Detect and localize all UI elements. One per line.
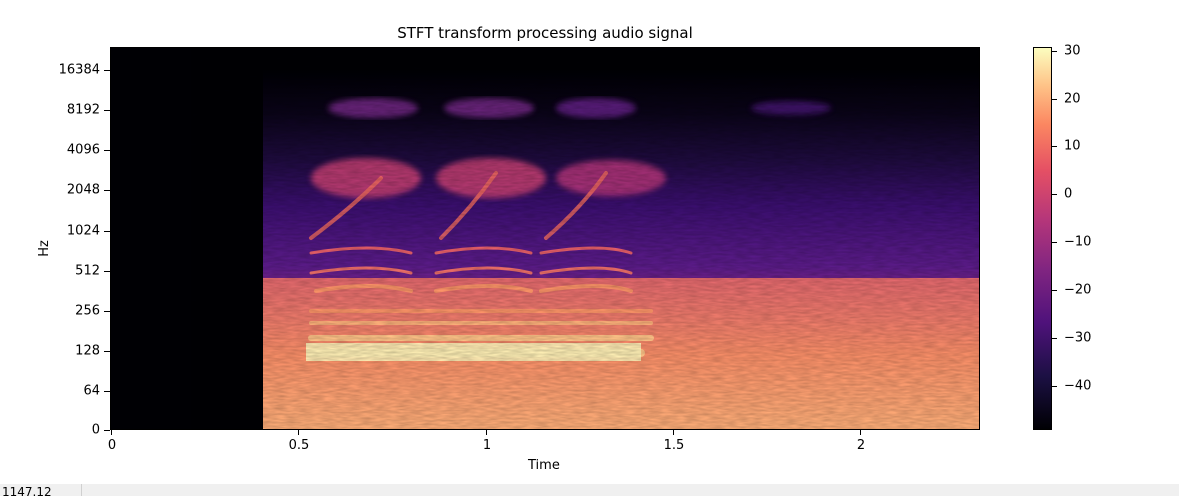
x-axis-label: Time: [528, 458, 560, 473]
ytick-label: 64: [83, 383, 100, 399]
y-axis-label: Hz: [36, 240, 52, 257]
ytick-label: 16384: [58, 62, 100, 78]
colorbar-tick-mark: [1052, 99, 1057, 100]
colorbar-tick-label: 30: [1064, 43, 1081, 59]
ytick-mark: [104, 311, 110, 312]
colorbar-tick-label: −40: [1064, 378, 1092, 394]
ytick-mark: [104, 391, 110, 392]
chart-title: STFT transform processing audio signal: [397, 24, 693, 42]
xtick-label: 0: [107, 438, 117, 453]
xtick-mark: [860, 430, 861, 435]
colorbar-tick-mark: [1052, 51, 1057, 52]
colorbar-tick-mark: [1052, 194, 1057, 195]
status-text: 1147.12: [2, 485, 52, 499]
ytick-label: 8192: [66, 102, 100, 118]
xtick-mark: [673, 430, 674, 435]
ytick-label: 4096: [66, 142, 100, 158]
ytick-label: 128: [75, 343, 100, 359]
ytick-label: 512: [75, 263, 100, 279]
xtick-label: 1.5: [663, 438, 685, 453]
ytick-mark: [104, 231, 110, 232]
ytick-mark: [104, 70, 110, 71]
ytick-mark: [104, 190, 110, 191]
colorbar-tick-label: 10: [1064, 138, 1081, 154]
xtick-mark: [486, 430, 487, 435]
ytick-mark: [104, 430, 110, 431]
colorbar: [1033, 47, 1052, 430]
colorbar-tick-mark: [1052, 386, 1057, 387]
status-separator: [81, 484, 82, 496]
spectrogram-image: [111, 48, 979, 429]
status-bar: 1147.12: [0, 484, 1179, 499]
spectrogram-plot-area: [110, 47, 980, 430]
colorbar-tick-mark: [1052, 338, 1057, 339]
ytick-label: 0: [91, 422, 100, 438]
xtick-label: 2: [856, 438, 866, 453]
ytick-label: 2048: [66, 182, 100, 198]
xtick-mark: [298, 430, 299, 435]
colorbar-tick-label: −30: [1064, 330, 1092, 346]
colorbar-tick-mark: [1052, 290, 1057, 291]
ytick-mark: [104, 150, 110, 151]
colorbar-tick-label: 20: [1064, 91, 1081, 107]
colorbar-tick-label: −20: [1064, 282, 1092, 298]
ytick-mark: [104, 351, 110, 352]
xtick-label: 0.5: [288, 438, 310, 453]
ytick-mark: [104, 271, 110, 272]
colorbar-tick-mark: [1052, 242, 1057, 243]
xtick-label: 1: [482, 438, 492, 453]
colorbar-tick-mark: [1052, 146, 1057, 147]
colorbar-tick-label: 0: [1064, 186, 1073, 202]
ytick-label: 1024: [66, 223, 100, 239]
colorbar-tick-label: −10: [1064, 234, 1092, 250]
ytick-mark: [104, 110, 110, 111]
xtick-mark: [111, 430, 112, 435]
ytick-label: 256: [75, 303, 100, 319]
